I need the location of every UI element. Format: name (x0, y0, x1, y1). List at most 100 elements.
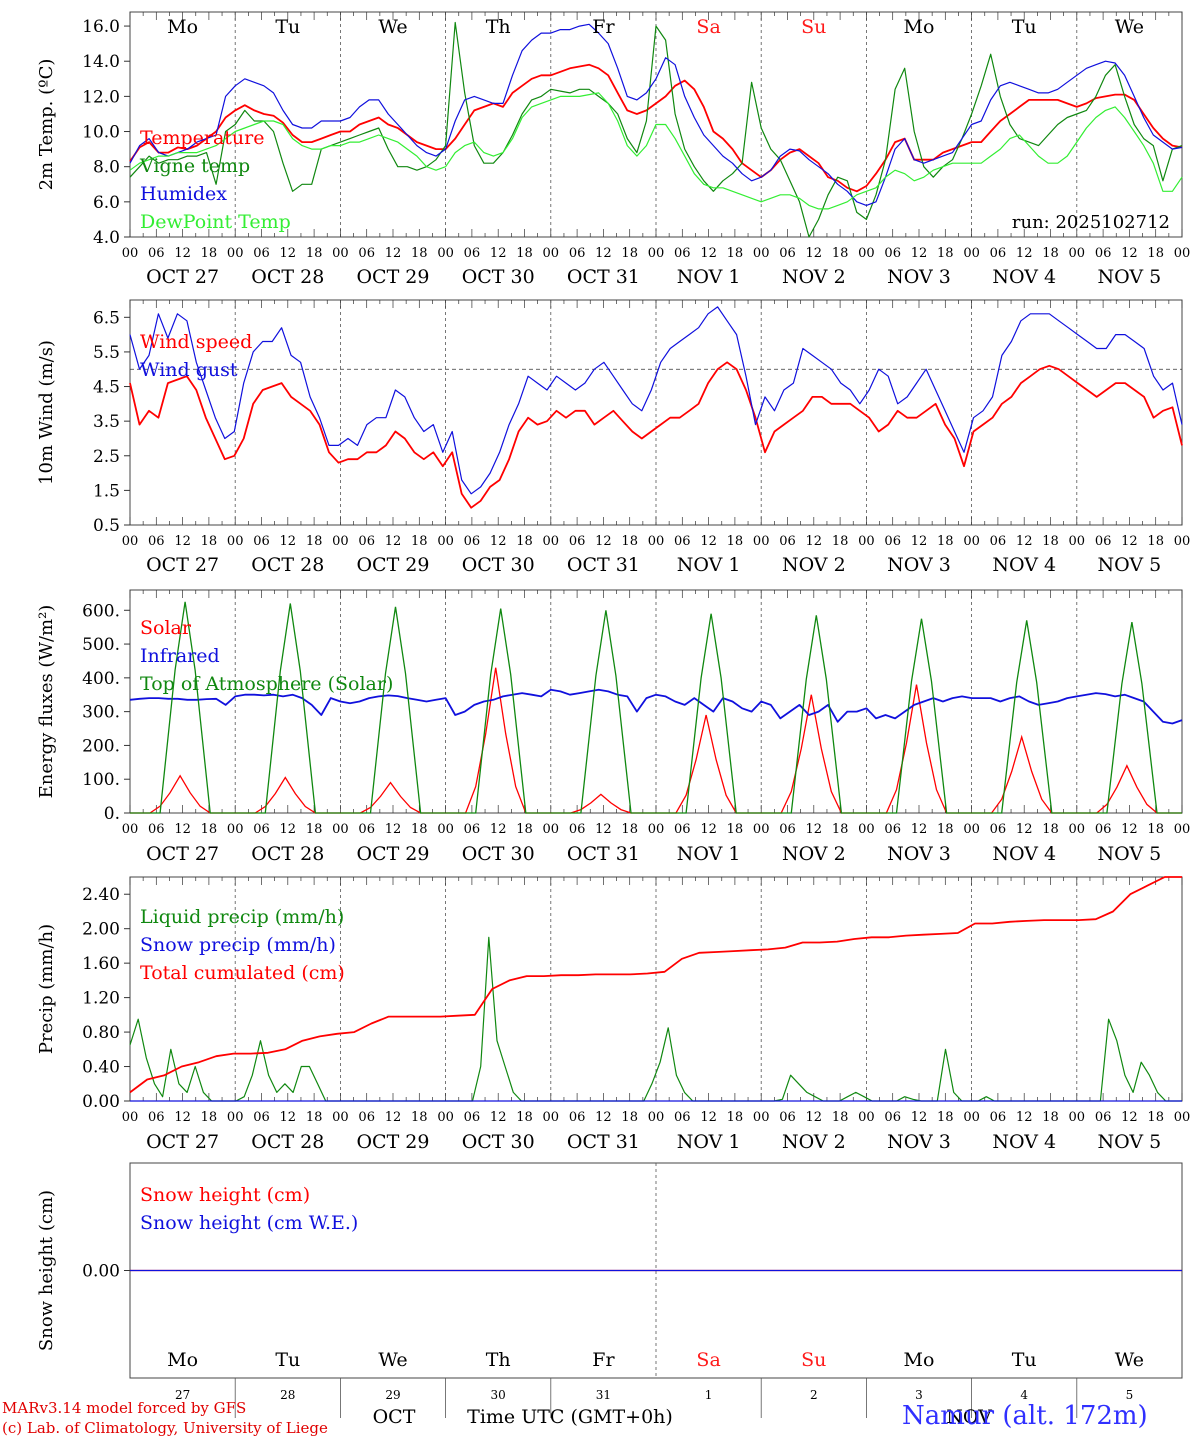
hour-label: 06 (253, 1110, 270, 1125)
hour-label: 12 (700, 246, 717, 261)
hour-label: 00 (963, 822, 980, 837)
date-label: OCT 31 (567, 1131, 640, 1153)
hour-label: 12 (911, 1110, 928, 1125)
hour-label: 00 (858, 246, 875, 261)
hour-label: 06 (884, 246, 901, 261)
hour-label: 18 (411, 246, 428, 261)
hour-label: 06 (253, 822, 270, 837)
hour-label: 06 (253, 246, 270, 261)
legend-vigne-temp: Vigne temp (139, 155, 250, 177)
hour-label: 00 (1069, 1110, 1086, 1125)
series-wind-speed (129, 361, 1183, 509)
hour-label: 12 (806, 1110, 823, 1125)
y-tick-label: 100. (82, 770, 120, 790)
hour-label: 18 (621, 246, 638, 261)
hour-label: 12 (1016, 822, 1033, 837)
hour-label: 06 (253, 534, 270, 549)
hour-label: 06 (569, 534, 586, 549)
hour-label: 00 (543, 822, 560, 837)
hour-label: 18 (727, 822, 744, 837)
month-label: OCT (373, 1406, 416, 1428)
hour-label: 06 (358, 1110, 375, 1125)
y-axis-label: 2m Temp. (ºC) (36, 59, 57, 191)
y-tick-label: 2.5 (93, 447, 120, 467)
hour-label: 12 (911, 822, 928, 837)
series-solar-day-9 (971, 734, 1077, 814)
series-top-of-atmosphere-solar--day-3 (340, 606, 446, 814)
hour-label: 06 (464, 246, 481, 261)
hour-label: 00 (753, 1110, 770, 1125)
y-tick-label: 10.0 (82, 123, 120, 143)
date-label: OCT 27 (146, 843, 219, 865)
hour-label: 00 (437, 246, 454, 261)
day-number: 5 (1126, 1388, 1134, 1402)
x-axis-label: Time UTC (GMT+0h) (467, 1406, 673, 1428)
y-tick-label: 5.5 (93, 343, 120, 363)
hour-label: 00 (1069, 246, 1086, 261)
hour-label: 06 (464, 1110, 481, 1125)
date-label: OCT 31 (567, 266, 640, 288)
hour-label: 12 (806, 534, 823, 549)
panel-frame-2 (129, 299, 1183, 526)
legend-wind-speed: Wind speed (140, 331, 252, 353)
day-number: 2 (810, 1388, 818, 1402)
y-axis-label: Snow height (cm) (36, 1190, 57, 1351)
hour-label: 06 (990, 534, 1007, 549)
series-top-of-atmosphere-solar--day-6 (656, 613, 762, 814)
date-label: NOV 5 (1098, 554, 1162, 576)
date-label: OCT 28 (251, 554, 324, 576)
y-tick-label: 4.5 (93, 378, 120, 398)
date-label: NOV 4 (992, 843, 1056, 865)
hour-label: 00 (1174, 822, 1191, 837)
hour-label: 06 (148, 534, 165, 549)
y-tick-label: 600. (82, 601, 120, 621)
hour-label: 00 (963, 534, 980, 549)
date-label: NOV 3 (887, 1131, 951, 1153)
day-name-bottom: Mo (904, 1349, 935, 1371)
day-number: 1 (705, 1388, 713, 1402)
hour-label: 06 (884, 534, 901, 549)
hour-label: 18 (832, 246, 849, 261)
hour-label: 06 (1095, 534, 1112, 549)
hour-label: 12 (174, 246, 191, 261)
hour-label: 18 (1042, 822, 1059, 837)
hour-label: 18 (306, 246, 323, 261)
hour-label: 00 (227, 1110, 244, 1125)
date-label: OCT 28 (251, 1131, 324, 1153)
day-name-top: Mo (167, 16, 198, 38)
series-top-of-atmosphere-solar--day-5 (550, 610, 656, 814)
series-solar-day-3 (340, 781, 446, 814)
date-label: OCT 31 (567, 843, 640, 865)
date-label: NOV 1 (677, 843, 741, 865)
day-name-bottom: Tu (1012, 1349, 1037, 1371)
hour-label: 12 (1121, 822, 1138, 837)
date-label: NOV 1 (677, 1131, 741, 1153)
date-label: OCT 30 (462, 266, 535, 288)
series-solar-day-7 (761, 694, 867, 814)
hour-label: 18 (1042, 534, 1059, 549)
series-total-cumulated-cm- (129, 876, 1182, 1094)
hour-label: 12 (806, 822, 823, 837)
hour-label: 06 (358, 534, 375, 549)
hour-label: 18 (1042, 1110, 1059, 1125)
series-top-of-atmosphere-solar--day-2 (235, 603, 341, 814)
hour-label: 00 (227, 534, 244, 549)
hour-label: 18 (621, 534, 638, 549)
y-tick-label: 0.00 (82, 1092, 120, 1112)
hour-label: 12 (1016, 1110, 1033, 1125)
hour-label: 00 (543, 1110, 560, 1125)
day-number: 27 (175, 1388, 190, 1402)
hour-label: 18 (201, 1110, 218, 1125)
day-name-top: Tu (275, 16, 300, 38)
date-label: NOV 5 (1098, 843, 1162, 865)
day-name-bottom: Mo (167, 1349, 198, 1371)
hour-label: 00 (858, 1110, 875, 1125)
hour-label: 18 (832, 534, 849, 549)
legend-infrared: Infrared (140, 645, 220, 667)
hour-label: 00 (1069, 822, 1086, 837)
hour-label: 06 (569, 246, 586, 261)
date-label: OCT 30 (462, 1131, 535, 1153)
hour-label: 06 (779, 534, 796, 549)
legend-temperature: Temperature (140, 127, 264, 149)
hour-label: 12 (385, 534, 402, 549)
